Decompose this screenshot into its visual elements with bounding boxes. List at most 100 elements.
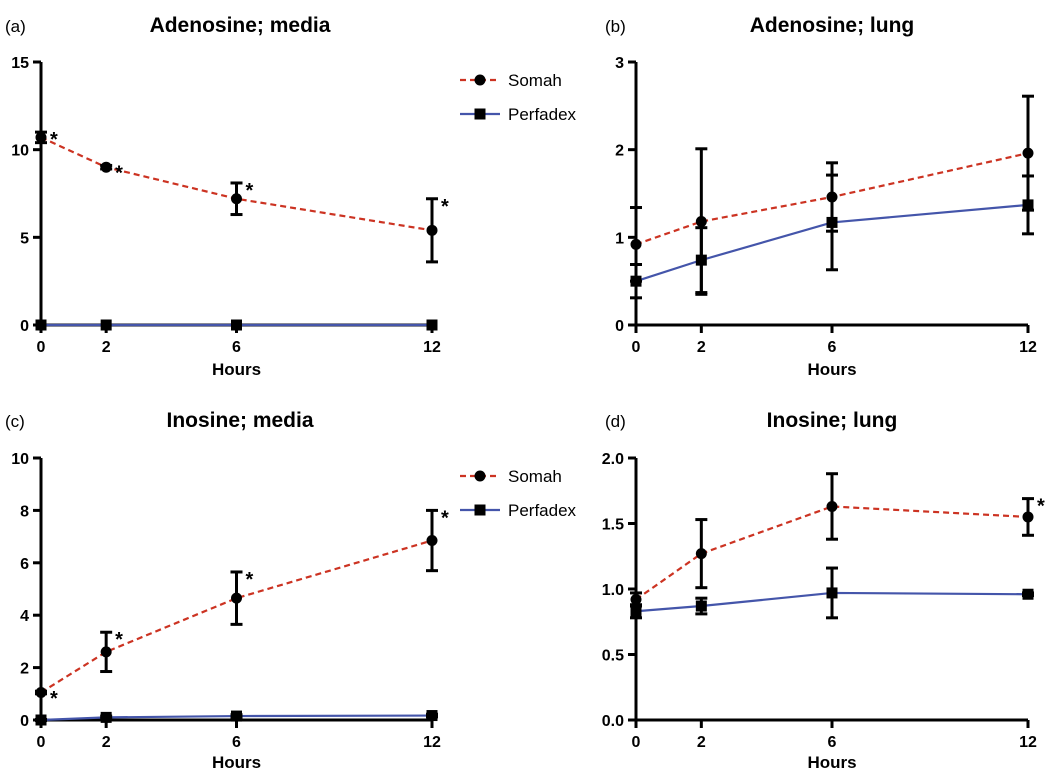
series-line-perfadex bbox=[40, 714, 433, 722]
data-point-somah bbox=[630, 238, 642, 250]
data-point-somah bbox=[35, 686, 47, 698]
chart-title: Adenosine; media bbox=[150, 14, 331, 37]
chart-panel-a: (a) Adenosine; media 0 5 10 15 0 2 6 12 Hours * * * * S… bbox=[5, 14, 577, 379]
x-tick-label: 6 bbox=[828, 339, 837, 356]
x-axis-label: Hours bbox=[807, 753, 856, 772]
x-tick-label: 6 bbox=[232, 734, 241, 751]
data-point-perfadex bbox=[231, 710, 242, 722]
y-tick-label: 1.0 bbox=[602, 582, 624, 599]
data-point-somah bbox=[231, 193, 242, 205]
panel-label: (b) bbox=[605, 17, 626, 36]
panel-label: (c) bbox=[5, 412, 25, 431]
data-point-perfadex bbox=[100, 319, 112, 331]
panel-label: (d) bbox=[605, 412, 626, 431]
y-tick-label: 8 bbox=[20, 503, 29, 520]
legend-marker-perfadex bbox=[474, 504, 486, 516]
significance-star: * bbox=[246, 569, 254, 591]
series-line-perfadex bbox=[635, 591, 1029, 613]
significance-star: * bbox=[115, 629, 123, 651]
y-tick-label: 15 bbox=[11, 55, 29, 72]
data-point-somah bbox=[1022, 147, 1034, 159]
y-tick-label: 0 bbox=[615, 318, 624, 335]
x-tick-label: 2 bbox=[102, 339, 111, 356]
data-point-perfadex bbox=[231, 319, 242, 331]
legend: Somah Perfadex bbox=[460, 467, 577, 520]
data-point-perfadex bbox=[826, 587, 838, 599]
data-point-perfadex bbox=[35, 714, 47, 726]
chart-title: Inosine; lung bbox=[767, 409, 898, 432]
significance-star: * bbox=[1037, 496, 1045, 518]
data-point-somah bbox=[826, 191, 838, 203]
data-point-somah bbox=[231, 592, 242, 604]
significance-star: * bbox=[115, 162, 123, 184]
y-tick-label: 2.0 bbox=[602, 451, 624, 468]
y-tick-label: 1.5 bbox=[602, 517, 624, 534]
data-point-perfadex bbox=[695, 600, 707, 612]
y-tick-label: 0 bbox=[20, 713, 29, 730]
x-tick-label: 6 bbox=[232, 339, 241, 356]
legend-marker-somah bbox=[474, 470, 486, 482]
y-tick-label: 0 bbox=[20, 318, 29, 335]
data-point-somah bbox=[1022, 511, 1034, 523]
legend-label-somah: Somah bbox=[508, 467, 562, 486]
legend-label-perfadex: Perfadex bbox=[508, 501, 577, 520]
data-point-somah bbox=[826, 500, 838, 512]
chart-panel-d: (d) Inosine; lung 0.0 0.5 1.0 1.5 2.0 0 2 6 12 Hour… bbox=[602, 409, 1045, 772]
data-point-somah bbox=[630, 593, 642, 605]
x-tick-label: 2 bbox=[697, 339, 706, 356]
legend-marker-somah bbox=[474, 74, 486, 86]
significance-star: * bbox=[50, 129, 58, 151]
chart-panel-c: (c) Inosine; media 0 2 4 6 8 10 0 2 6 12 Hours * * * * So… bbox=[5, 409, 577, 772]
y-tick-label: 6 bbox=[20, 556, 29, 573]
y-tick-label: 2 bbox=[615, 143, 624, 160]
significance-star: * bbox=[441, 507, 449, 529]
y-tick-label: 1 bbox=[615, 230, 624, 247]
y-tick-label: 3 bbox=[615, 55, 624, 72]
data-point-somah bbox=[100, 646, 112, 658]
significance-star: * bbox=[246, 180, 254, 202]
y-tick-label: 4 bbox=[20, 608, 29, 625]
data-point-perfadex bbox=[426, 710, 438, 722]
x-tick-label: 12 bbox=[1019, 339, 1037, 356]
legend-marker-perfadex bbox=[474, 108, 486, 120]
data-point-somah bbox=[695, 216, 707, 228]
series-line-somah bbox=[40, 136, 433, 232]
data-point-somah bbox=[35, 131, 47, 143]
data-point-perfadex bbox=[426, 319, 438, 331]
data-point-perfadex bbox=[100, 711, 112, 723]
chart-title: Adenosine; lung bbox=[750, 14, 915, 37]
legend-label-perfadex: Perfadex bbox=[508, 105, 577, 124]
y-tick-label: 10 bbox=[11, 451, 29, 468]
x-axis-label: Hours bbox=[212, 753, 261, 772]
x-tick-label: 12 bbox=[1019, 734, 1037, 751]
x-tick-label: 0 bbox=[632, 339, 641, 356]
significance-star: * bbox=[50, 688, 58, 710]
y-tick-label: 5 bbox=[20, 230, 29, 247]
series-line-perfadex bbox=[635, 203, 1029, 283]
data-point-perfadex bbox=[35, 319, 47, 331]
y-tick-label: 0.0 bbox=[602, 713, 624, 730]
series-line-somah bbox=[635, 152, 1029, 246]
x-tick-label: 2 bbox=[102, 734, 111, 751]
x-axis-label: Hours bbox=[212, 360, 261, 379]
y-tick-label: 2 bbox=[20, 661, 29, 678]
x-tick-label: 12 bbox=[423, 734, 441, 751]
data-point-somah bbox=[426, 224, 438, 236]
data-point-perfadex bbox=[1022, 588, 1034, 600]
chart-title: Inosine; media bbox=[166, 409, 313, 432]
x-tick-label: 0 bbox=[632, 734, 641, 751]
x-tick-label: 12 bbox=[423, 339, 441, 356]
panel-label: (a) bbox=[5, 17, 26, 36]
x-tick-label: 0 bbox=[37, 734, 46, 751]
y-tick-label: 0.5 bbox=[602, 648, 624, 665]
x-tick-label: 6 bbox=[828, 734, 837, 751]
data-point-perfadex bbox=[630, 605, 642, 617]
x-tick-label: 2 bbox=[697, 734, 706, 751]
legend: Somah Perfadex bbox=[460, 71, 577, 124]
y-tick-label: 10 bbox=[11, 143, 29, 160]
significance-star: * bbox=[441, 196, 449, 218]
legend-label-somah: Somah bbox=[508, 71, 562, 90]
x-axis-label: Hours bbox=[807, 360, 856, 379]
